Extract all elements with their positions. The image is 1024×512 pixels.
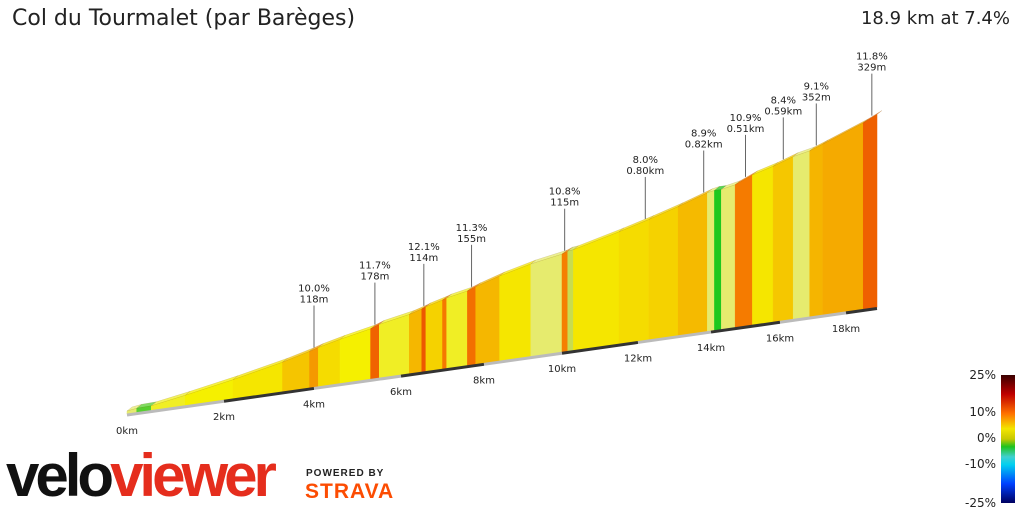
gradient-segment [618, 219, 650, 345]
x-tick-label: 2km [213, 412, 235, 423]
distance-axis-segment [483, 351, 563, 366]
annotation-gradient: 9.1% [804, 81, 829, 92]
gradient-segment [792, 150, 810, 320]
veloviewer-logo: veloviewer [6, 442, 277, 509]
gradient-segment [530, 253, 563, 357]
distance-axis-segment [223, 386, 315, 403]
gradient-segment [567, 249, 574, 352]
annotation-gradient: 10.0% [298, 283, 330, 294]
annotation-gradient: 11.3% [456, 223, 488, 234]
x-tick-label: 0km [116, 426, 138, 437]
gradient-segment [721, 184, 736, 330]
distance-axis-segment [845, 307, 878, 315]
annotation-gradient: 8.9% [691, 129, 716, 140]
x-tick-label: 12km [624, 353, 652, 364]
legend-label: 10% [969, 405, 996, 419]
x-tick-label: 14km [697, 343, 725, 354]
gradient-segment [370, 323, 380, 380]
strava-logo: STRAVA [305, 480, 395, 503]
gradient-segment [379, 314, 410, 379]
gradient-segment [573, 231, 620, 351]
gradient-segment [282, 351, 310, 393]
gradient-segment [467, 286, 476, 366]
gradient-segment [309, 347, 319, 389]
legend-label: -10% [964, 457, 996, 471]
gradient-segment [734, 174, 753, 328]
segment-top-face [863, 110, 883, 124]
distance-axis-segment [126, 399, 225, 417]
annotation-gradient: 8.0% [633, 155, 658, 166]
annotation-length: 0.82km [685, 140, 723, 151]
distance-axis-segment [561, 340, 639, 355]
x-tick-label: 4km [303, 399, 325, 410]
gradient-segment [409, 308, 422, 375]
page-title: Col du Tourmalet (par Barèges) [12, 6, 356, 31]
legend-label: 0% [976, 431, 996, 445]
annotation-gradient: 12.1% [408, 242, 440, 253]
annotation-length: 114m [409, 253, 438, 264]
distance-axis-segment [313, 374, 402, 390]
gradient-segment [752, 165, 774, 326]
gradient-segment [822, 122, 864, 316]
x-tick-label: 18km [832, 324, 860, 335]
gradient-color-scale [1001, 375, 1015, 503]
gradient-segment [446, 290, 468, 369]
annotation-length: 329m [857, 63, 886, 74]
x-tick-label: 16km [766, 333, 794, 344]
gradient-segment [772, 156, 794, 323]
gradient-segment [648, 206, 679, 341]
legend-label: -25% [964, 496, 996, 510]
gradient-segment [714, 189, 722, 331]
annotation-gradient: 8.4% [771, 95, 796, 106]
powered-by-label: POWERED BY [306, 468, 385, 479]
distance-axis-segment [710, 320, 781, 334]
gradient-segment [862, 114, 878, 310]
distance-axis-segment [637, 330, 712, 344]
x-tick-label: 10km [548, 364, 576, 375]
gradient-segment [499, 263, 532, 362]
x-tick-label: 6km [390, 387, 412, 398]
gradient-segment [707, 190, 715, 332]
annotation-gradient: 10.8% [549, 187, 581, 198]
gradient-segment [442, 297, 447, 370]
annotation-length: 0.59km [764, 106, 802, 117]
annotation-length: 178m [360, 272, 389, 283]
gradient-segment [475, 275, 500, 365]
annotation-gradient: 11.8% [856, 52, 888, 63]
gradient-segment [425, 299, 443, 372]
x-tick-label: 8km [473, 375, 495, 386]
climb-summary: 18.9 km at 7.4% [860, 8, 1010, 29]
gradient-segment [677, 192, 708, 337]
annotation-length: 352m [802, 92, 831, 103]
distance-axis-segment [779, 311, 847, 324]
gradient-segment [561, 250, 568, 353]
annotation-length: 0.80km [626, 166, 664, 177]
annotation-gradient: 11.7% [359, 261, 391, 272]
legend-label: 25% [969, 368, 996, 382]
gradient-segment [421, 306, 427, 373]
annotation-length: 0.51km [727, 124, 765, 135]
annotation-length: 115m [550, 198, 579, 209]
annotation-length: 155m [457, 234, 486, 245]
annotation-length: 118m [300, 294, 329, 305]
distance-axis-segment [400, 362, 485, 378]
annotation-gradient: 10.9% [730, 113, 762, 124]
gradient-segment [809, 143, 824, 318]
